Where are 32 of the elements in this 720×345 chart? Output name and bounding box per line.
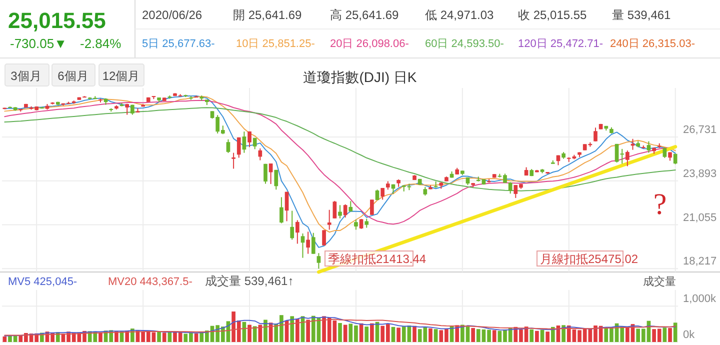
text: 10日 25,851.25- [236,38,316,50]
text: 5日 25,677.63- [142,38,216,50]
legend-label: 120日 25,472.71- [518,38,604,50]
y-tick-label: 21,055 [683,212,717,224]
y-tick-label: 1,000k [683,293,717,306]
text: 6個月 [58,69,88,83]
y-tick-label: 26,731 [683,124,717,136]
y-tick-label: 18,217 [683,256,717,268]
text: 3個月 [10,69,42,83]
y-tick-label: 0k [683,329,696,341]
annotation: 月線扣抵25475.02 [540,252,638,266]
text: -2.84% [80,36,122,51]
y-axis-title: 成交量 [643,275,676,288]
text: 60日 24,593.50- [425,38,504,50]
text: 20日 26,098.06- [330,38,410,50]
text: 25,015.55 [8,8,106,33]
text: MV5 425,045- [8,276,78,288]
text: 12個月 [102,69,140,83]
text: 收 25,015.55 [518,8,588,22]
y-tick-label: 23,893 [683,168,717,180]
legend-label: 240日 26,315.03- [610,38,696,50]
text: 量 539,461 [612,8,672,22]
annotation: ? [653,188,667,221]
text: 2020/06/26 [142,8,202,22]
annotation: 季線扣抵21413.44 [328,252,426,266]
text: 開 25,641.69 [233,8,302,22]
text: 低 24,971.03 [425,8,494,22]
chart-title: 道瓊指數(DJI) 日K [303,69,418,85]
text: 高 25,641.69 [330,8,400,22]
text: MV20 443,367.5- [108,276,193,288]
text: 成交量 539,461↑ [205,274,294,288]
text: -730.05▼ [10,36,67,51]
